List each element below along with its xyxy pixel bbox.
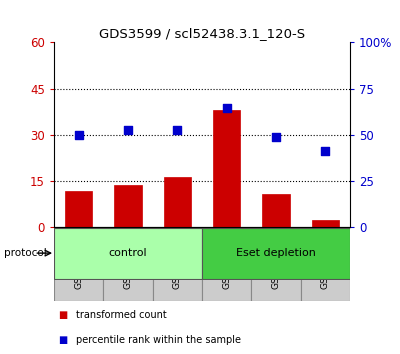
Text: GSM435062: GSM435062 <box>222 234 231 289</box>
Point <box>322 148 328 154</box>
Text: GSM435061: GSM435061 <box>173 234 182 289</box>
Point <box>125 127 131 133</box>
Bar <box>114 185 142 227</box>
Text: ■: ■ <box>58 310 67 320</box>
Bar <box>103 227 153 301</box>
Bar <box>65 191 92 227</box>
Text: transformed count: transformed count <box>76 310 167 320</box>
Text: protocol: protocol <box>4 248 47 258</box>
Bar <box>202 227 251 301</box>
Bar <box>164 177 191 227</box>
Bar <box>251 227 301 301</box>
Bar <box>262 194 290 227</box>
Point <box>76 133 82 138</box>
Bar <box>153 227 202 301</box>
Text: GSM435063: GSM435063 <box>272 234 280 289</box>
Text: control: control <box>109 248 147 258</box>
Point <box>224 105 230 111</box>
Bar <box>54 227 103 301</box>
Text: percentile rank within the sample: percentile rank within the sample <box>76 335 241 345</box>
Point <box>174 127 180 133</box>
Bar <box>301 227 350 301</box>
Point <box>273 135 279 140</box>
Bar <box>312 221 339 227</box>
Text: ■: ■ <box>58 335 67 345</box>
Bar <box>54 228 202 279</box>
Text: Eset depletion: Eset depletion <box>236 248 316 258</box>
Text: GSM435064: GSM435064 <box>321 234 330 289</box>
Bar <box>202 228 350 279</box>
Text: GSM435059: GSM435059 <box>74 234 83 289</box>
Bar <box>213 110 240 227</box>
Text: GSM435060: GSM435060 <box>124 234 132 289</box>
Title: GDS3599 / scl52438.3.1_120-S: GDS3599 / scl52438.3.1_120-S <box>99 27 305 40</box>
